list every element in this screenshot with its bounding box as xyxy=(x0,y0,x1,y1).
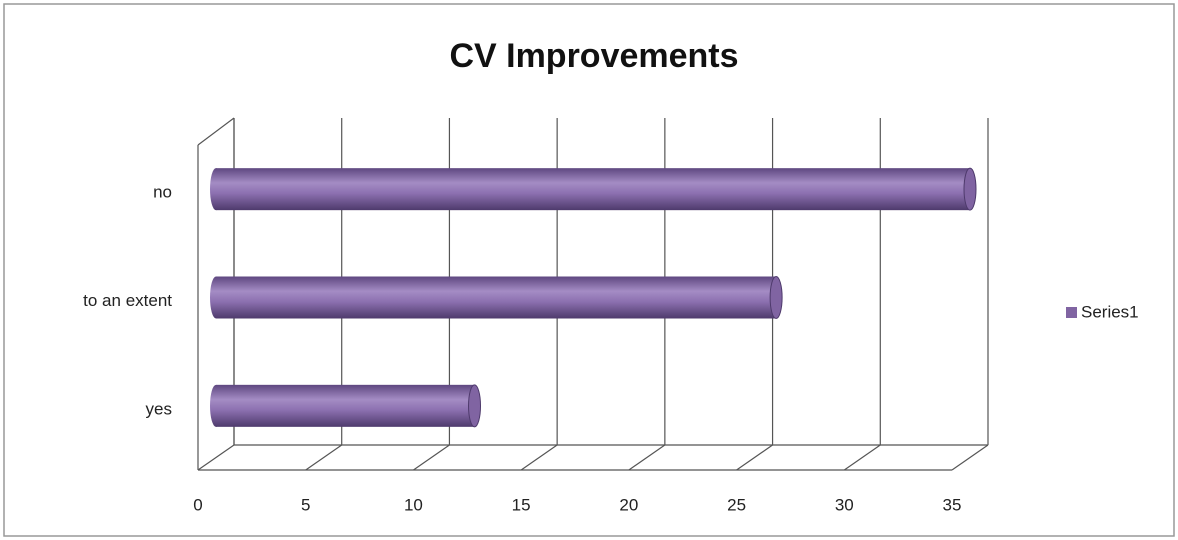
legend-swatch xyxy=(1066,307,1077,318)
bar-body xyxy=(216,276,777,319)
x-tick-label: 0 xyxy=(193,495,202,514)
y-tick-label: yes xyxy=(146,399,172,418)
x-tick-label: 5 xyxy=(301,495,310,514)
left-wall-top xyxy=(197,117,235,146)
bar-end-cap xyxy=(963,167,977,211)
bar-end-cap xyxy=(468,384,482,428)
grid-line xyxy=(305,444,343,471)
grid-line xyxy=(197,444,235,471)
grid-line xyxy=(413,444,450,471)
bar xyxy=(210,167,977,211)
x-tick-label: 30 xyxy=(835,495,854,514)
grid-line xyxy=(520,444,558,471)
grid-line xyxy=(736,444,773,471)
bar-body xyxy=(216,384,475,427)
y-tick-label: to an extent xyxy=(83,291,172,310)
chart-title: CV Improvements xyxy=(449,37,738,75)
x-tick-label: 35 xyxy=(943,495,962,514)
x-tick-label: 10 xyxy=(404,495,423,514)
legend-label: Series1 xyxy=(1081,302,1139,321)
y-tick-label: no xyxy=(153,183,172,202)
x-tick-label: 20 xyxy=(619,495,638,514)
grid-line xyxy=(843,444,881,471)
bar-end-cap xyxy=(769,276,783,319)
chart-border xyxy=(3,3,1175,537)
grid-line xyxy=(951,444,989,471)
x-tick-label: 15 xyxy=(512,495,531,514)
x-tick-label: 25 xyxy=(727,495,746,514)
bar xyxy=(210,276,783,319)
bar-body xyxy=(216,168,970,211)
bar xyxy=(210,384,482,428)
grid-line xyxy=(628,444,666,471)
